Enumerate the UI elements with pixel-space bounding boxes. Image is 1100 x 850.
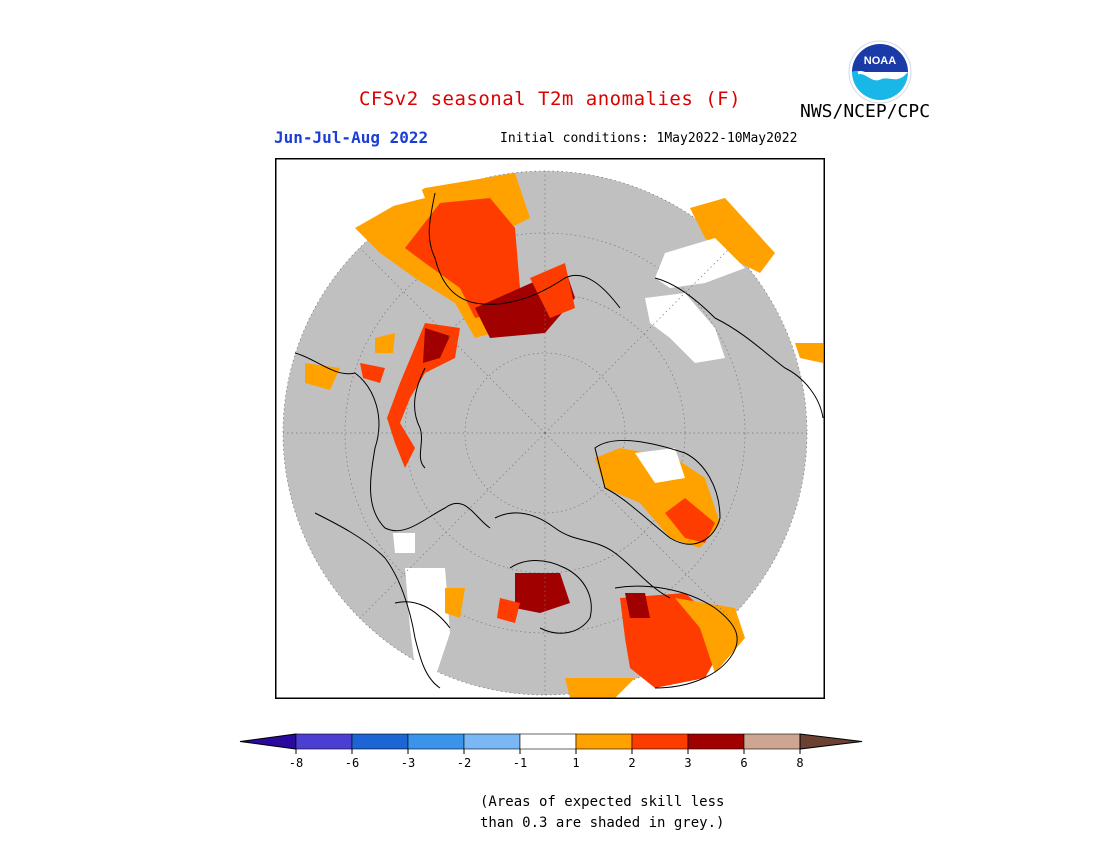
anomaly-africa xyxy=(393,533,465,678)
legend-bin-2 xyxy=(351,733,409,750)
skill-note: (Areas of expected skill less than 0.3 a… xyxy=(480,792,724,834)
legend-tick-label: -8 xyxy=(289,756,303,770)
legend-tick-label: 8 xyxy=(796,756,803,770)
noaa-logo: NOAA xyxy=(848,40,912,104)
legend-bin-10 xyxy=(799,733,863,750)
legend-bin-9 xyxy=(743,733,801,750)
skill-note-line1: (Areas of expected skill less xyxy=(480,794,725,810)
legend-tick-label: -1 xyxy=(513,756,527,770)
legend-bin-7 xyxy=(631,733,689,750)
legend-bin-6 xyxy=(575,733,633,750)
anomaly-alaska xyxy=(645,198,823,363)
color-legend: -8 -6 -3 -2 -1 1 2 3 6 8 xyxy=(239,733,863,770)
legend-bin-0 xyxy=(239,733,297,750)
skill-note-line2: than 0.3 are shaded in grey.) xyxy=(480,815,725,831)
legend-tick-label: -3 xyxy=(401,756,415,770)
legend-bin-1 xyxy=(295,733,353,750)
legend-bin-3 xyxy=(407,733,465,750)
legend-tick-label: -6 xyxy=(345,756,359,770)
anomaly-eurasia xyxy=(305,173,575,468)
map-frame xyxy=(275,158,825,699)
map-title: CFSv2 seasonal T2m anomalies (F) xyxy=(358,88,742,110)
meridians xyxy=(283,171,807,695)
legend-bin-8 xyxy=(687,733,745,750)
polar-anomaly-map xyxy=(275,158,825,699)
legend-bin-5 xyxy=(519,733,577,750)
legend-bin-4 xyxy=(463,733,521,750)
forecast-period: Jun-Jul-Aug 2022 xyxy=(274,128,429,147)
initial-conditions: Initial conditions: 1May2022-10May2022 xyxy=(500,131,798,146)
legend-tick-label: 3 xyxy=(684,756,691,770)
legend-tick-label: 2 xyxy=(628,756,635,770)
legend-tick-label: -2 xyxy=(457,756,471,770)
legend-tick-label: 6 xyxy=(740,756,747,770)
anomaly-canada xyxy=(497,573,745,698)
logo-text: NOAA xyxy=(864,55,896,67)
anomaly-greenland xyxy=(595,448,720,548)
legend-tick-label: 1 xyxy=(572,756,579,770)
coastlines xyxy=(294,192,824,689)
agency-label: NWS/NCEP/CPC xyxy=(800,101,931,122)
